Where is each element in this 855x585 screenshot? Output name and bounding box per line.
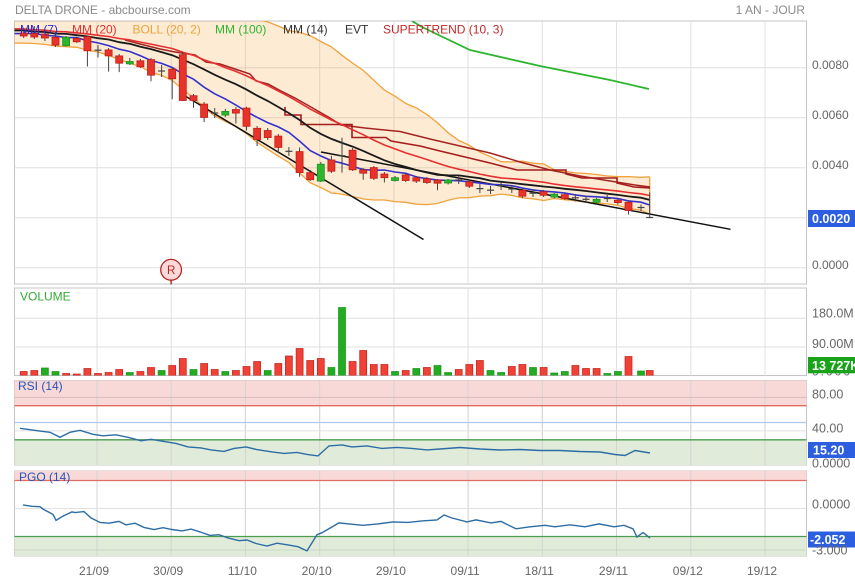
svg-text:PGO (14): PGO (14) (19, 470, 70, 484)
svg-text:SUPERTREND (10, 3): SUPERTREND (10, 3) (383, 23, 503, 37)
svg-text:11/10: 11/10 (228, 564, 257, 578)
svg-text:90.00M: 90.00M (812, 337, 854, 351)
svg-text:MM (100): MM (100) (215, 23, 266, 37)
svg-text:MM (20): MM (20) (72, 23, 117, 37)
svg-text:0.0000: 0.0000 (812, 497, 850, 511)
svg-text:-3.000: -3.000 (812, 543, 847, 557)
svg-text:18/11: 18/11 (525, 564, 554, 578)
svg-text:-2.052: -2.052 (810, 533, 845, 547)
svg-text:0.0020: 0.0020 (812, 212, 850, 226)
svg-text:0.0000: 0.0000 (812, 258, 849, 272)
svg-text:DELTA DRONE - abcbourse.com: DELTA DRONE - abcbourse.com (15, 3, 191, 17)
svg-text:0.0060: 0.0060 (812, 108, 849, 122)
svg-text:15.20: 15.20 (813, 444, 844, 458)
svg-text:19/12: 19/12 (747, 564, 777, 578)
svg-text:R: R (167, 265, 175, 277)
svg-text:21/09: 21/09 (79, 564, 109, 578)
svg-text:MM (14): MM (14) (283, 23, 328, 37)
svg-text:40.00: 40.00 (812, 422, 843, 436)
svg-text:80.00: 80.00 (812, 387, 843, 401)
svg-text:MM (7): MM (7) (20, 23, 58, 37)
svg-text:180.0M: 180.0M (812, 306, 854, 320)
svg-text:0.0040: 0.0040 (812, 158, 849, 172)
svg-text:BOLL (20, 2): BOLL (20, 2) (133, 23, 201, 37)
svg-text:RSI (14): RSI (14) (18, 379, 63, 393)
svg-text:29/10: 29/10 (376, 564, 406, 578)
svg-text:09/12: 09/12 (673, 564, 703, 578)
svg-text:0.0080: 0.0080 (812, 58, 849, 72)
svg-text:30/09: 30/09 (153, 564, 183, 578)
svg-text:VOLUME: VOLUME (20, 290, 71, 304)
svg-text:EVT: EVT (345, 23, 369, 37)
svg-text:20/10: 20/10 (302, 564, 332, 578)
svg-text:13 727K: 13 727K (812, 359, 855, 373)
svg-text:0.0000: 0.0000 (812, 456, 850, 470)
svg-text:1 AN - JOUR: 1 AN - JOUR (736, 3, 806, 17)
svg-text:09/11: 09/11 (451, 564, 480, 578)
svg-text:29/11: 29/11 (599, 564, 628, 578)
